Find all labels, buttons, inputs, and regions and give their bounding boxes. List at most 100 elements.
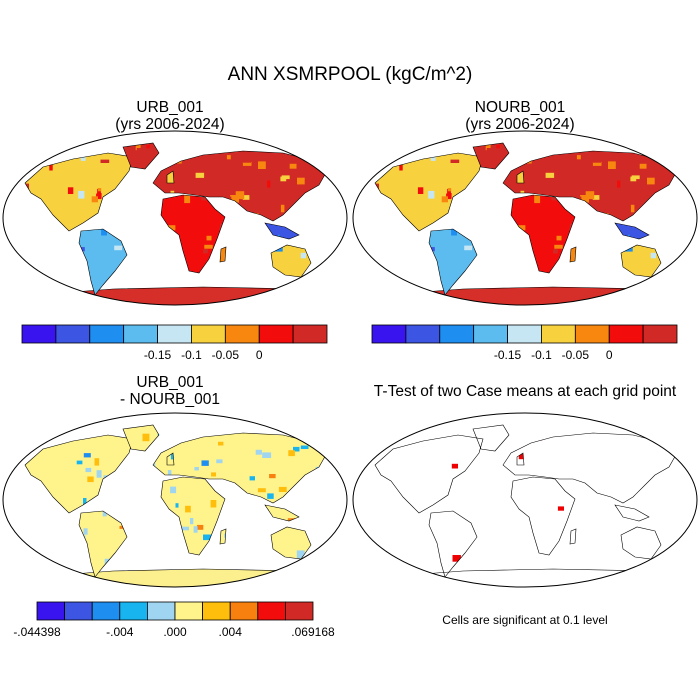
- map-br-nz-fill: [671, 551, 676, 565]
- map-tl-nz-fill: [321, 269, 326, 283]
- map-br-australia-outline: [620, 526, 662, 560]
- colorbar-diff-tick-4: .069168: [291, 625, 335, 639]
- map-bl-madagascar-cells: [224, 533, 226, 538]
- colorbar-urb-swatch-7: [258, 324, 294, 344]
- map-tr-africa-fill: [511, 195, 575, 273]
- colorbar-urb-swatch-3: [123, 324, 158, 344]
- panel-title-diff: URB_001 - NOURB_001: [70, 374, 270, 408]
- map-br-seasia-outline: [614, 504, 650, 522]
- map-tl-madagascar-outline: [219, 246, 227, 263]
- map-br-land: [357, 415, 684, 591]
- map-tl-land: [24, 142, 334, 305]
- colorbar-diff-swatch-1: [64, 601, 93, 621]
- map-tr-antarctica: [382, 286, 684, 305]
- colorbar-diff-swatch-9: [284, 601, 314, 621]
- colorbar-urb-tick-3: 0: [256, 348, 263, 362]
- map-br: [357, 415, 684, 591]
- map-tr-eurasia-outline: [502, 150, 678, 222]
- map-bl-land: [24, 424, 334, 587]
- map-tl-africa-fill: [161, 195, 225, 273]
- map-br-samerica-cells: [452, 555, 461, 562]
- colorbar-diff: -.044398 -.004 .000 .004 .069168: [13, 601, 335, 639]
- colorbar-nourb-swatch-3: [473, 324, 508, 344]
- colorbar-nourb-swatch-1: [405, 324, 441, 344]
- map-bl-antarctica: [32, 568, 334, 587]
- map-br-eurasia-outline: [502, 432, 678, 504]
- panel-title-nourb-line2: (yrs 2006-2024): [465, 116, 575, 133]
- colorbar-nourb: -0.15 -0.1 -0.05 0: [371, 324, 678, 362]
- colorbar-urb: -0.15 -0.1 -0.05 0: [21, 324, 328, 362]
- colorbar-nourb-tick-2: -0.05: [562, 348, 590, 362]
- map-bl-border: [2, 412, 348, 588]
- map-tr-namerica-outline: [374, 152, 484, 232]
- maps-layer: [2, 130, 698, 591]
- colorbar-urb-tick-0: -0.15: [144, 348, 172, 362]
- map-bl-samerica-outline: [78, 510, 128, 578]
- map-tl-seasia-outline: [264, 222, 300, 240]
- map-tr-land: [374, 142, 684, 305]
- map-tr-eurasia-fill: [503, 151, 677, 221]
- panel-title-nourb: NOURB_001 (yrs 2006-2024): [420, 99, 620, 133]
- map-br-uk-outline: [516, 452, 525, 466]
- map-br-eurasia-fill: [503, 433, 677, 503]
- colorbar-diff-swatch-6: [202, 601, 231, 621]
- map-br-namerica-cells: [451, 463, 458, 469]
- map-tr-border: [352, 130, 698, 306]
- map-tl-eurasia-outline: [152, 150, 328, 222]
- panel-title-diff-line1: URB_001: [136, 374, 204, 391]
- map-tl-madagascar-fill: [220, 247, 226, 262]
- map-br-namerica-outline: [374, 434, 484, 514]
- map-br-africa-cells: [557, 506, 564, 511]
- map-tl-samerica-outline: [78, 228, 128, 296]
- colorbar-nourb-swatch-4: [507, 324, 542, 344]
- map-br-australia-cells: [364, 439, 668, 580]
- map-tr-samerica-outline: [428, 228, 478, 296]
- significance-note: Cells are significant at 0.1 level: [442, 613, 608, 627]
- map-bl-nz-fill: [321, 551, 326, 565]
- map-br-madagascar-cells: [357, 415, 681, 591]
- colorbar-urb-swatch-8: [292, 324, 328, 344]
- colorbar-urb-swatch-6: [224, 324, 260, 344]
- colorbar-nourb-swatch-2: [439, 324, 475, 344]
- colorbar-diff-swatch-5: [174, 601, 204, 621]
- map-tl-samerica-fill: [79, 229, 127, 295]
- panel-title-urb-line1: URB_001: [136, 99, 204, 116]
- map-br-samerica-outline: [428, 510, 478, 578]
- map-br-nz-outline: [670, 550, 677, 566]
- map-tl-eurasia-fill: [153, 151, 327, 221]
- map-bl-uk-outline: [166, 452, 175, 466]
- map-bl-greenland-fill: [123, 425, 159, 451]
- map-tr-seasia-outline: [614, 222, 650, 240]
- map-tl-namerica-outline: [24, 152, 134, 232]
- colorbar-diff-tick-1: -.004: [106, 625, 134, 639]
- colorbar-nourb-tick-0: -0.15: [494, 348, 522, 362]
- colorbar-nourb-tick-3: 0: [606, 348, 613, 362]
- map-tl-greenland-outline: [122, 142, 160, 170]
- map-bl: [24, 424, 334, 587]
- colorbar-nourb-swatch-8: [642, 324, 678, 344]
- map-tr-australia-outline: [620, 244, 662, 278]
- map-tr-madagascar-fill: [570, 247, 576, 262]
- colorbar-nourb-swatch-0: [371, 324, 407, 344]
- colorbar-nourb-swatch-7: [608, 324, 644, 344]
- panel-title-urb-line2: (yrs 2006-2024): [115, 116, 225, 133]
- colorbar-urb-swatch-1: [55, 324, 91, 344]
- map-bl-eurasia-fill: [153, 433, 327, 503]
- colorbars-layer: -0.15 -0.1 -0.05 0 -0.15 -0.1 -0.05 0-.044398 -.…: [13, 324, 678, 639]
- map-bl-nz-outline: [320, 550, 327, 566]
- map-tl-border: [2, 130, 348, 306]
- map-tl-uk-outline: [166, 170, 175, 184]
- map-br-namerica-fill: [375, 435, 483, 513]
- map-br-africa-outline: [510, 476, 576, 556]
- figure-title: ANN XSMRPOOL (kgC/m^2): [227, 64, 473, 85]
- map-br-uk-cells: [518, 453, 524, 460]
- map-br-greenland-outline: [472, 424, 510, 452]
- colorbar-diff-swatch-3: [119, 601, 148, 621]
- map-tl: [24, 142, 334, 305]
- map-tr-uk-outline: [516, 170, 525, 184]
- map-tr-africa-outline: [510, 194, 576, 274]
- colorbar-urb-swatch-4: [157, 324, 192, 344]
- colorbar-urb-swatch-0: [21, 324, 57, 344]
- map-tl-nz-outline: [320, 268, 327, 284]
